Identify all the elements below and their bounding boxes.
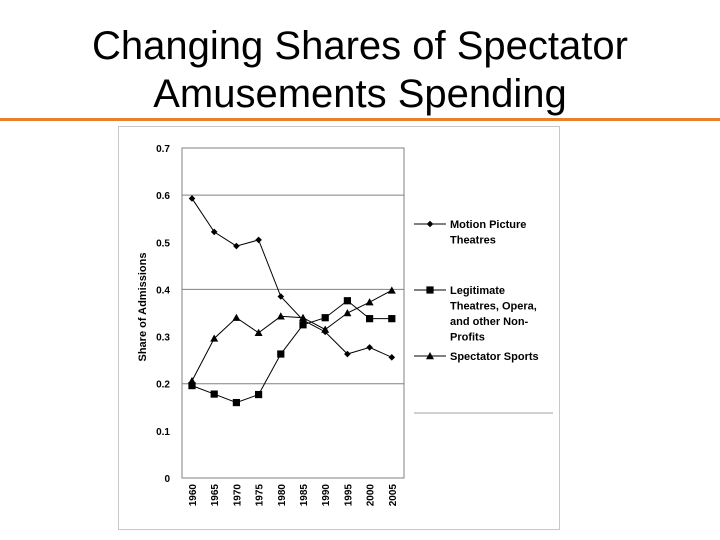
data-point-legitimate-theatres (321, 314, 329, 322)
data-point-spectator-sports (276, 312, 285, 320)
data-point-spectator-sports (343, 309, 352, 317)
data-point-spectator-sports (254, 328, 263, 336)
x-tick-label: 1970 (232, 484, 243, 507)
y-tick-label: 0.4 (156, 285, 170, 296)
data-point-legitimate-theatres (210, 390, 218, 398)
x-tick-label: 1995 (343, 484, 354, 507)
data-point-motion-picture (210, 228, 218, 236)
data-point-motion-picture (344, 350, 351, 358)
data-point-spectator-sports (210, 334, 219, 342)
legend-label: and other Non- (450, 316, 529, 328)
x-tick-label: 1960 (188, 484, 199, 507)
series-motion-picture (188, 195, 396, 361)
legend-item-spectator-sports: Spectator Sports (414, 351, 539, 363)
series-layer (188, 195, 396, 407)
legend-marker (426, 352, 434, 360)
data-point-motion-picture (188, 195, 196, 202)
legend-label: Theatres, Opera, (450, 301, 537, 313)
x-tick-label: 2000 (366, 484, 377, 507)
data-point-legitimate-theatres (188, 382, 196, 390)
slide-title: Changing Shares of Spectator Amusements … (0, 22, 720, 118)
legend-marker (426, 286, 434, 294)
legend: Motion Picture Theatres Legitimate Theatres… (414, 219, 553, 414)
x-tick-label: 2005 (388, 484, 399, 507)
legend-label: Profits (450, 332, 485, 344)
series-line-spectator-sports (191, 289, 393, 382)
series-line-legitimate-theatres (191, 300, 392, 404)
legend-label: Spectator Sports (450, 351, 539, 363)
data-point-spectator-sports (387, 286, 396, 294)
data-point-legitimate-theatres (299, 321, 307, 329)
y-tick-label: 0.3 (156, 333, 170, 344)
data-point-motion-picture (388, 354, 396, 361)
data-point-spectator-sports (188, 376, 196, 385)
data-point-legitimate-theatres (255, 390, 263, 399)
data-point-spectator-sports (365, 298, 374, 306)
y-tick-label: 0.6 (156, 191, 170, 202)
legend-label: Theatres (450, 235, 496, 247)
legend-item-motion-picture: Motion Picture Theatres (414, 219, 526, 247)
plot-area (181, 147, 405, 479)
grid-lines (182, 194, 404, 385)
legend-item-legitimate-theatres: Legitimate Theatres, Opera, and other Non-… (414, 285, 537, 344)
y-tick-label: 0.2 (156, 380, 170, 391)
x-tick-label: 1975 (255, 484, 266, 507)
y-tick-label: 0 (164, 474, 170, 485)
x-tick-label: 1985 (299, 484, 310, 507)
legend-label: Legitimate (450, 285, 505, 297)
data-point-spectator-sports (321, 325, 330, 333)
series-legitimate-theatres (188, 297, 396, 407)
y-tick-label: 0.5 (156, 238, 170, 249)
chart-frame (118, 126, 560, 530)
series-line-motion-picture (191, 198, 393, 358)
data-point-spectator-sports (232, 313, 241, 321)
data-point-legitimate-theatres (388, 315, 396, 323)
data-point-legitimate-theatres (366, 315, 374, 323)
legend-marker (426, 220, 434, 228)
slide-title-line-2: Amusements Spending (153, 72, 567, 116)
x-tick-label: 1965 (210, 484, 221, 507)
data-point-motion-picture (277, 293, 285, 300)
x-axis-ticks: 1960 1965 1970 1975 1980 1985 1990 1995 2000 2005 (188, 484, 399, 507)
data-point-legitimate-theatres (343, 297, 351, 305)
legend-label: Motion Picture (450, 219, 526, 231)
data-point-motion-picture (233, 242, 240, 250)
data-point-motion-picture (366, 344, 373, 351)
data-point-spectator-sports (299, 313, 307, 321)
y-axis-ticks: 0 0.1 0.2 0.3 0.4 0.5 0.6 0.7 (156, 144, 170, 485)
series-spectator-sports (188, 286, 396, 385)
y-tick-label: 0.1 (156, 427, 170, 438)
title-divider (0, 118, 720, 121)
slide-title-line-1: Changing Shares of Spectator (92, 24, 628, 68)
data-point-legitimate-theatres (277, 350, 285, 358)
x-tick-label: 1980 (277, 484, 288, 507)
data-point-legitimate-theatres (232, 398, 240, 407)
y-tick-label: 0.7 (156, 144, 170, 155)
y-axis-title: Share of Admissions (137, 252, 149, 361)
data-point-motion-picture (255, 236, 262, 244)
x-tick-label: 1990 (321, 484, 332, 507)
